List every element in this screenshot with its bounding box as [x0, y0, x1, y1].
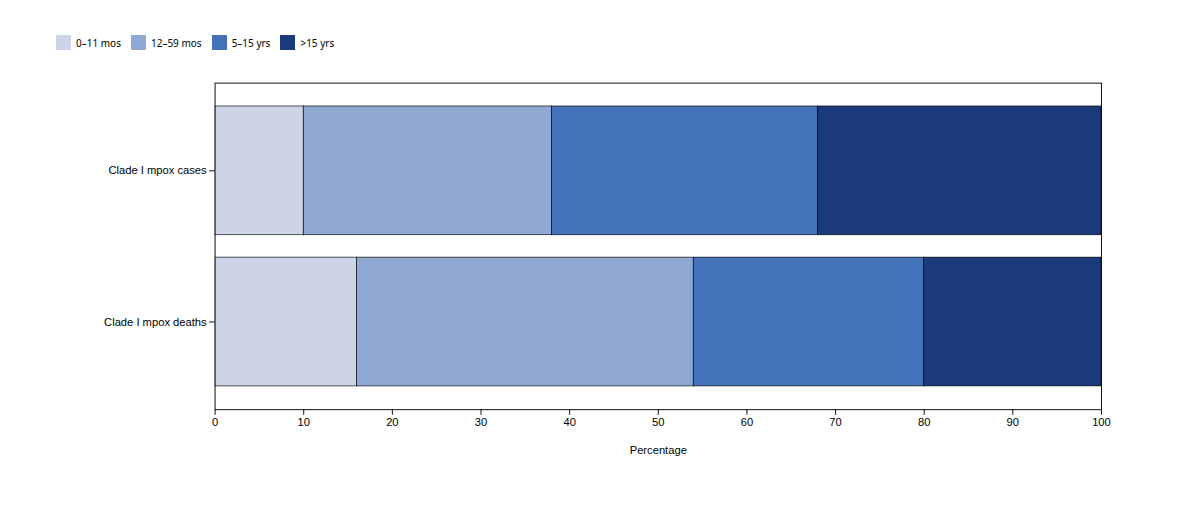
- html-text:0–11 mos: 0–11 mos: [76, 35, 121, 50]
- svg-text:100: 100: [1092, 416, 1111, 428]
- svg-text:90: 90: [1007, 416, 1019, 428]
- svg-text:40: 40: [563, 416, 575, 428]
- svg-text:Clade I mpox cases: Clade I mpox cases: [108, 164, 207, 176]
- svg-text:Clade I mpox deaths: Clade I mpox deaths: [104, 316, 207, 328]
- svg-text:0: 0: [212, 416, 218, 428]
- html-text:>15 yrs: >15 yrs: [300, 35, 335, 50]
- svg-text:Percentage: Percentage: [630, 444, 687, 456]
- html-text:12–59 mos: 12–59 mos: [151, 35, 202, 50]
- svg-text:10: 10: [297, 416, 309, 428]
- svg-text:30: 30: [475, 416, 487, 428]
- svg-text:20: 20: [386, 416, 398, 428]
- svg-text:80: 80: [918, 416, 930, 428]
- svg-text:70: 70: [829, 416, 841, 428]
- svg-text:60: 60: [741, 416, 753, 428]
- svg-text:50: 50: [652, 416, 664, 428]
- html-text:5–15 yrs: 5–15 yrs: [231, 35, 271, 50]
